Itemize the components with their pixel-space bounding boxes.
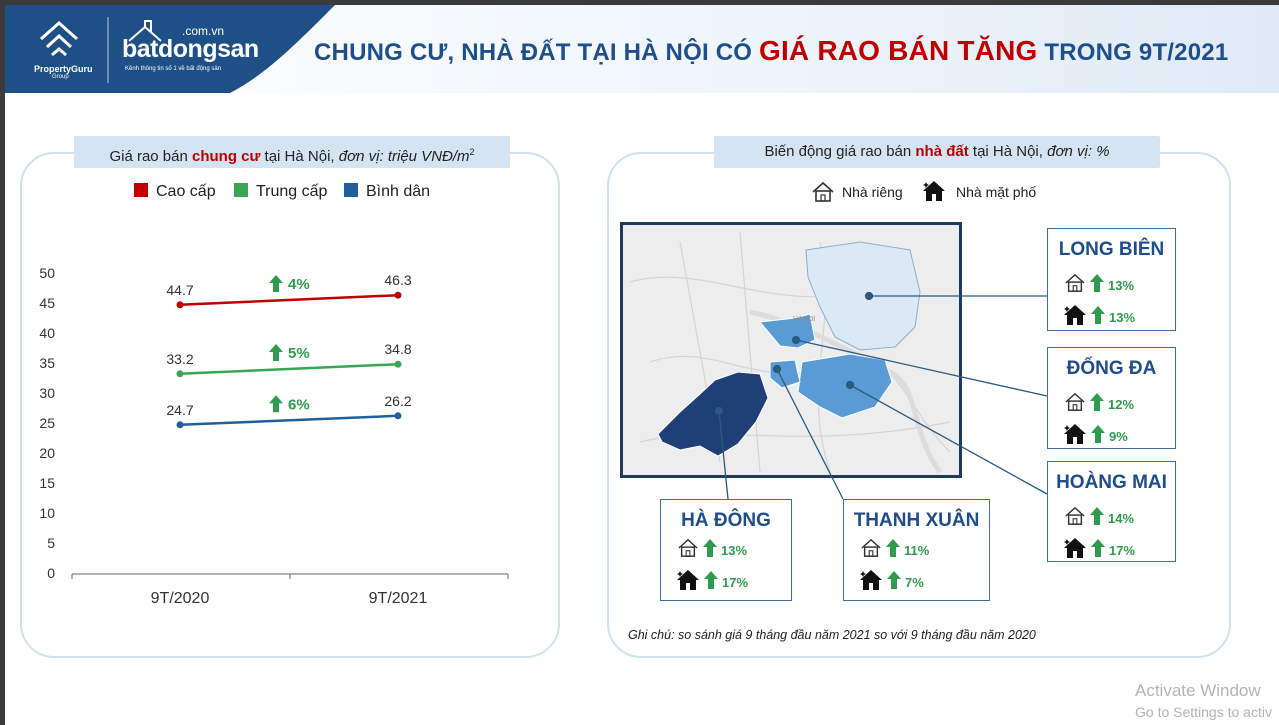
brand1-name: PropertyGuru <box>34 64 93 74</box>
up-arrow-icon <box>886 539 900 562</box>
legend-trung-cap: Trung cấp <box>234 183 327 201</box>
private-house-change: 14% <box>1108 511 1135 526</box>
private-house-row: 11% <box>860 538 929 563</box>
up-arrow-icon <box>1091 425 1105 448</box>
street-house-row: 17% <box>1063 536 1135 565</box>
street-house-change: 7% <box>905 575 924 590</box>
street-house-change: 17% <box>1109 543 1136 558</box>
district-name: HOÀNG MAI <box>1056 472 1167 493</box>
street-house-change: 9% <box>1109 429 1128 444</box>
up-arrow-icon <box>703 539 717 562</box>
up-arrow-icon <box>1090 274 1104 297</box>
house-sparkle-icon <box>1063 422 1087 451</box>
house-outline-icon <box>860 538 882 563</box>
up-arrow-icon <box>1090 507 1104 530</box>
apartment-panel-title: Giá rao bán chung cư tại Hà Nội, đơn vị:… <box>74 136 510 168</box>
street-house-change: 13% <box>1109 310 1136 325</box>
private-house-row: 13% <box>677 538 747 563</box>
street-house-change: 17% <box>722 575 749 590</box>
up-arrow-icon <box>1091 539 1105 562</box>
title-highlight: GIÁ RAO BÁN TĂNG <box>758 35 1038 66</box>
legend-cao-cap: Cao cấp <box>134 183 216 201</box>
house-sparkle-icon <box>1063 536 1087 565</box>
brand2-tagline: Kênh thông tin số 1 về bất động sản <box>125 66 222 72</box>
page-title: CHUNG CƯ, NHÀ ĐẤT TẠI HÀ NỘI CÓ GIÁ RAO … <box>314 35 1229 66</box>
hanoi-district-map: HANOI <box>620 222 962 478</box>
house-outline-icon <box>1064 506 1086 531</box>
logo-band <box>5 5 335 93</box>
private-house-row: 12% <box>1064 392 1134 417</box>
private-house-change: 11% <box>904 543 930 558</box>
house-sparkle-icon <box>1063 303 1087 332</box>
legend-street-house: Nhà mặt phố <box>956 184 1037 200</box>
district-name: HÀ ĐÔNG <box>681 510 771 531</box>
ha-dong-district <box>657 371 769 457</box>
district-box: THANH XUÂN 11% 7% <box>843 499 990 601</box>
house-sparkle-icon <box>859 568 883 597</box>
house-sparkle-icon <box>676 568 700 597</box>
house-outline-icon <box>812 181 834 202</box>
street-house-row: 17% <box>676 568 748 597</box>
private-house-row: 13% <box>1064 273 1134 298</box>
district-box: ĐỐNG ĐA 12% 9% <box>1047 347 1176 449</box>
land-panel-title: Biến động giá rao bán nhà đất tại Hà Nội… <box>714 136 1160 168</box>
district-box: LONG BIÊN 13% 13% <box>1047 228 1176 331</box>
footnote: Ghi chú: so sánh giá 9 tháng đầu năm 202… <box>628 628 1036 642</box>
up-arrow-icon <box>887 571 901 594</box>
legend-private-house: Nhà riêng <box>842 184 903 200</box>
svg-text:HANOI: HANOI <box>793 316 815 323</box>
house-outline-icon <box>677 538 699 563</box>
district-name: ĐỐNG ĐA <box>1066 358 1157 379</box>
house-sparkle-icon <box>923 181 945 201</box>
legend-binh-dan: Bình dân <box>344 183 430 201</box>
up-arrow-icon <box>1091 306 1105 329</box>
activate-windows-hint: Go to Settings to activ <box>1135 704 1272 720</box>
district-name: THANH XUÂN <box>853 510 980 531</box>
private-house-row: 14% <box>1064 506 1134 531</box>
district-name: LONG BIÊN <box>1058 239 1165 260</box>
propertyguru-logo-icon <box>40 20 78 57</box>
district-box: HOÀNG MAI 14% 17% <box>1047 461 1176 562</box>
brand2-name: batdongsan <box>122 35 259 63</box>
up-arrow-icon <box>704 571 718 594</box>
house-outline-icon <box>1064 273 1086 298</box>
brand1-sub: Group <box>52 74 69 80</box>
street-house-row: 13% <box>1063 303 1135 332</box>
private-house-change: 12% <box>1108 397 1135 412</box>
street-house-row: 9% <box>1063 422 1128 451</box>
district-box: HÀ ĐÔNG 13% 17% <box>660 499 792 601</box>
private-house-change: 13% <box>1108 278 1135 293</box>
activate-windows-watermark: Activate Window <box>1135 681 1261 700</box>
private-house-change: 13% <box>721 543 748 558</box>
brand2-domain: .com.vn <box>182 24 225 38</box>
batdongsan-logo-icon <box>128 20 162 42</box>
up-arrow-icon <box>1090 393 1104 416</box>
apartment-panel <box>20 152 560 658</box>
house-outline-icon <box>1064 392 1086 417</box>
street-house-row: 7% <box>859 568 924 597</box>
